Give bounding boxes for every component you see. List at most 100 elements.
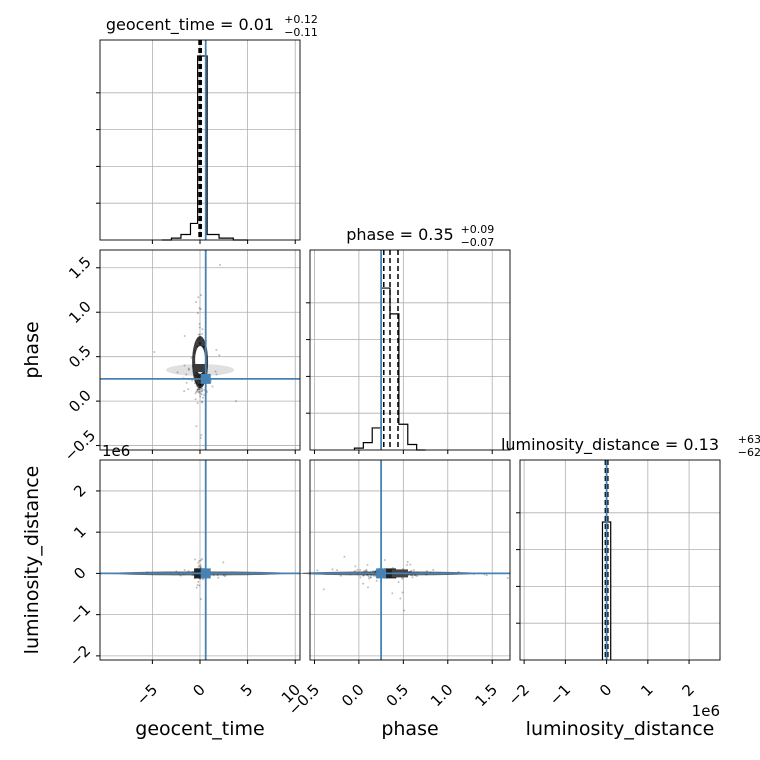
y-tick-label-luminosity_distance: −1	[66, 600, 94, 628]
sample-point	[198, 560, 201, 563]
x-tick-label-luminosity_distance: 2	[678, 681, 697, 700]
sample-point	[359, 568, 362, 571]
hist-bar-phase	[363, 443, 372, 450]
sample-point	[198, 322, 201, 325]
panel-title-plus-luminosity_distance: +63.48	[738, 433, 760, 446]
sample-point	[196, 387, 199, 390]
y-tick-label-luminosity_distance: 1	[70, 522, 89, 541]
y-tick-label-phase: 1.0	[65, 297, 95, 327]
sample-point	[199, 390, 202, 393]
sample-point	[200, 390, 203, 393]
sample-point	[194, 558, 197, 561]
x-tick-label-phase: 0.0	[338, 681, 368, 711]
sample-point	[197, 388, 200, 391]
sample-point	[367, 586, 370, 589]
sample-point	[196, 312, 199, 315]
sample-point	[201, 332, 204, 335]
sample-point	[196, 388, 199, 391]
x-axis-label-luminosity_distance: luminosity_distance	[526, 718, 715, 740]
y-offset-text-luminosity_distance: 1e6	[102, 442, 130, 460]
panel-frame-diag-luminosity_distance	[519, 459, 721, 661]
sample-point	[198, 333, 201, 336]
sample-point	[201, 401, 204, 404]
sample-point	[194, 392, 197, 395]
sample-point	[196, 402, 199, 405]
sample-point	[199, 564, 202, 567]
sample-point	[199, 436, 202, 439]
sample-point	[196, 389, 199, 392]
sample-point	[403, 609, 406, 612]
sample-point	[363, 569, 366, 572]
sample-point	[194, 398, 197, 401]
hist-geocent_time	[161, 55, 248, 241]
sample-point	[191, 379, 194, 382]
sample-point	[203, 388, 206, 391]
hist-bar-phase	[408, 444, 417, 450]
sample-point	[199, 598, 202, 601]
sample-point	[198, 584, 201, 587]
sample-point	[409, 563, 412, 566]
sample-point	[506, 576, 509, 579]
hist-bar-phase	[381, 288, 390, 450]
y-axis-label-luminosity_distance: luminosity_distance	[21, 466, 43, 655]
hist-phase	[353, 287, 426, 451]
panel-title-plus-geocent_time: +0.12	[284, 13, 318, 26]
sample-point	[322, 588, 325, 591]
sample-point	[190, 357, 193, 360]
sample-point	[183, 390, 186, 393]
sample-point	[366, 563, 369, 566]
sample-point	[195, 390, 198, 393]
sample-point	[199, 559, 202, 562]
sample-point	[354, 565, 357, 568]
sample-point	[369, 576, 372, 579]
x-tick-label-phase: 1.0	[427, 681, 457, 711]
sample-point	[365, 569, 368, 572]
sample-point	[197, 561, 200, 564]
y-tick-label-phase: 0.5	[65, 342, 95, 372]
sample-point	[197, 390, 200, 393]
truth-marker	[376, 568, 387, 579]
sample-point	[367, 575, 370, 578]
y-tick-label-luminosity_distance: 2	[70, 481, 89, 500]
sample-point	[222, 561, 225, 564]
sample-point	[185, 381, 188, 384]
sample-point	[362, 582, 365, 585]
sample-point	[215, 348, 218, 351]
sample-point	[198, 388, 201, 391]
sample-point	[183, 568, 186, 571]
sample-point	[197, 565, 200, 568]
sample-point	[196, 583, 199, 586]
panel-title-luminosity_distance: luminosity_distance = 0.13	[501, 435, 719, 455]
sample-point	[201, 328, 204, 331]
sample-point	[187, 368, 190, 371]
truth-marker	[200, 568, 211, 579]
sample-point	[359, 576, 362, 579]
sample-point	[218, 263, 221, 266]
sample-point	[201, 387, 204, 390]
sample-point	[372, 574, 375, 577]
sample-point	[199, 566, 202, 569]
y-tick-label-phase: −0.5	[61, 426, 99, 464]
sample-point	[176, 371, 179, 374]
sample-point	[401, 591, 404, 594]
sample-point	[187, 367, 190, 370]
sample-point	[485, 574, 488, 577]
sample-point	[203, 394, 206, 397]
truth-marker	[200, 373, 211, 384]
panel-frame-luminosity_distance-vs-phase	[309, 459, 511, 661]
x-tick-label-luminosity_distance: 1	[637, 681, 656, 700]
sample-point	[198, 326, 201, 329]
sample-point	[185, 373, 188, 376]
sample-point	[201, 389, 204, 392]
density-halo	[166, 364, 235, 376]
sample-point	[339, 574, 342, 577]
sample-point	[405, 564, 408, 567]
grid-layer	[100, 40, 720, 660]
x-offset-text-luminosity_distance: 1e6	[692, 702, 720, 720]
panel-frame-diag-phase	[309, 249, 511, 451]
sample-point	[331, 568, 334, 571]
sample-point	[316, 569, 319, 572]
y-tick-label-luminosity_distance: 0	[70, 564, 89, 583]
sample-point	[201, 578, 204, 581]
y-axis-label-phase: phase	[21, 321, 43, 378]
